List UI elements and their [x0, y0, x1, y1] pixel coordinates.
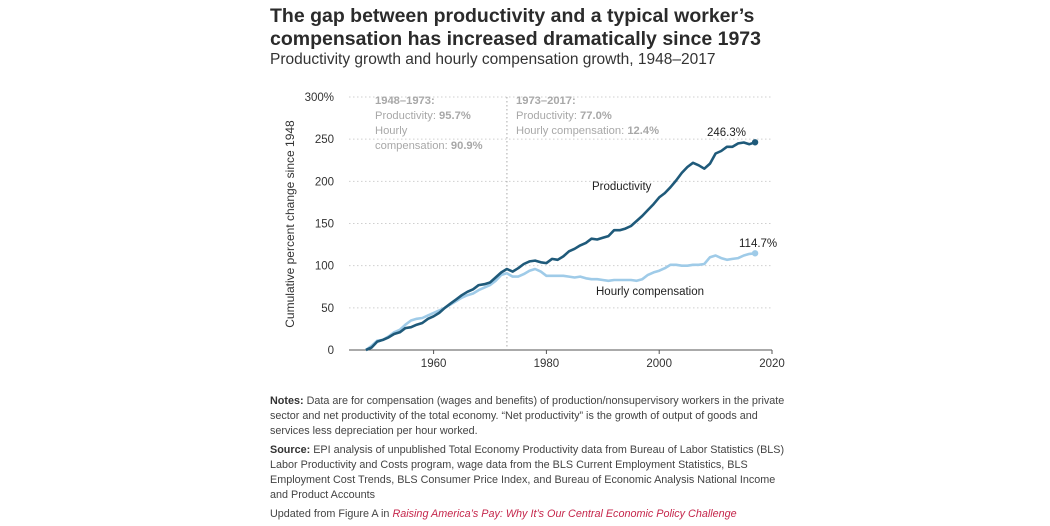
svg-text:Productivity: 77.0%: Productivity: 77.0%: [516, 110, 612, 122]
x-tick-label: 1960: [421, 358, 447, 370]
annotation-value: 95.7%: [439, 110, 471, 122]
y-tick-label: 150: [315, 219, 334, 231]
end-point-marker: [751, 250, 759, 257]
x-tick-label: 2000: [646, 358, 672, 370]
y-tick-label: 250: [315, 134, 334, 146]
series-label-compensation: Hourly compensation: [596, 286, 704, 298]
source-text: EPI analysis of unpublished Total Econom…: [270, 444, 785, 501]
report-link[interactable]: Raising America’s Pay: Why It’s Our Cent…: [392, 508, 737, 520]
y-tick-label: 50: [321, 303, 334, 315]
y-tick-label: 100: [315, 261, 334, 273]
series-line-productivity: [365, 141, 756, 352]
notes-section: Notes: Data are for compensation (wages …: [270, 394, 790, 526]
notes-label: Notes:: [270, 395, 304, 407]
series-label-productivity: Productivity: [592, 181, 652, 193]
notes-paragraph: Notes: Data are for compensation (wages …: [270, 394, 790, 439]
notes-text: Data are for compensation (wages and ben…: [270, 395, 785, 437]
annotation-label: Productivity:: [375, 110, 439, 122]
annotation-value: 77.0%: [580, 110, 612, 122]
annotation-label: Hourly compensation:: [516, 125, 627, 137]
annotation-label: Productivity:: [516, 110, 580, 122]
x-tick-label: 2020: [759, 358, 785, 370]
annotation-value: 90.9%: [451, 140, 483, 152]
svg-text:Hourly compensation: 12.4%: Hourly compensation: 12.4%: [516, 125, 659, 137]
annotation-heading: 1973–2017:: [516, 95, 576, 107]
chart-subtitle: Productivity growth and hourly compensat…: [270, 51, 716, 68]
y-axis-label: Cumulative percent change since 1948: [283, 120, 297, 328]
chart-title: The gap between productivity and a typic…: [270, 5, 761, 50]
line-chart: Cumulative percent change since 1948 0 50…: [283, 92, 785, 370]
annotation-heading: 1948–1973:: [375, 95, 435, 107]
y-tick-label: 300%: [305, 92, 334, 104]
end-label-productivity: 246.3%: [707, 127, 746, 139]
updated-text: Updated from Figure A in: [270, 508, 393, 520]
source-label: Source:: [270, 444, 311, 456]
svg-text:Productivity: 95.7%: Productivity: 95.7%: [375, 110, 471, 122]
annotation-1948-1973: 1948–1973: Productivity: 95.7% Hourly co…: [375, 95, 483, 152]
y-tick-label: 200: [315, 176, 334, 188]
annotation-label: Hourly: [375, 125, 408, 137]
annotation-value: 12.4%: [627, 125, 659, 137]
source-paragraph: Source: EPI analysis of unpublished Tota…: [270, 443, 790, 503]
end-label-compensation: 114.7%: [739, 238, 777, 250]
x-tick-label: 1980: [534, 358, 560, 370]
annotation-label: compensation:: [375, 140, 451, 152]
updated-paragraph: Updated from Figure A in Raising America…: [270, 507, 790, 522]
end-point-marker: [751, 139, 759, 146]
y-tick-label: 0: [328, 345, 334, 357]
svg-text:compensation: 90.9%: compensation: 90.9%: [375, 140, 483, 152]
series-line-compensation: [365, 252, 756, 352]
annotation-1973-2017: 1973–2017: Productivity: 77.0% Hourly co…: [516, 95, 659, 137]
